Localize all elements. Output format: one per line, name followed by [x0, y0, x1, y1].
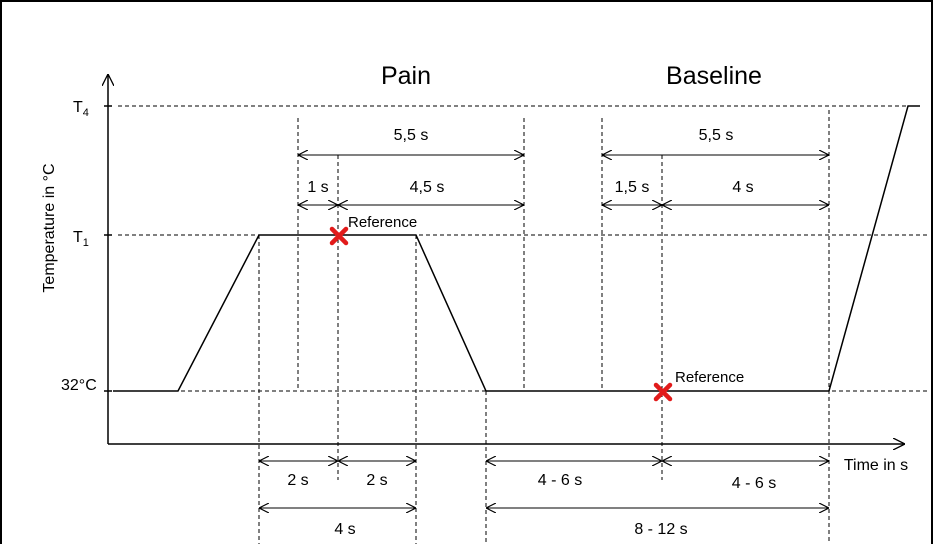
pain-total-label: 5,5 s	[394, 127, 429, 144]
pain-reference-marker-icon	[329, 226, 349, 246]
baseline-total-label: 8 - 12 s	[634, 521, 687, 538]
tick-label-t1: T1	[73, 229, 89, 249]
pain-pre-label: 1 s	[307, 179, 328, 196]
pain-post-label: 4,5 s	[410, 179, 445, 196]
tick-label-32c: 32°C	[61, 377, 97, 394]
base-post-label: 4 s	[732, 179, 753, 196]
base-total-label: 5,5 s	[699, 127, 734, 144]
plateau-half1-label: 2 s	[287, 472, 308, 489]
plateau-half2-label: 2 s	[366, 472, 387, 489]
baseline-reference-marker-icon	[653, 382, 673, 402]
temperature-profile	[113, 105, 920, 392]
baseline-title: Baseline	[666, 62, 762, 90]
baseline-reference-label: Reference	[675, 369, 744, 386]
y-axis-label: Temperature in °C	[41, 163, 58, 292]
x-axis-label: Time in s	[844, 457, 908, 474]
baseline-half1-label: 4 - 6 s	[538, 472, 582, 489]
plateau-total-label: 4 s	[334, 521, 355, 538]
base-pre-label: 1,5 s	[615, 179, 650, 196]
pain-reference-label: Reference	[348, 214, 417, 231]
pain-title: Pain	[381, 62, 431, 90]
tick-label-t4: T4	[73, 99, 89, 119]
baseline-half2-label: 4 - 6 s	[732, 475, 776, 492]
